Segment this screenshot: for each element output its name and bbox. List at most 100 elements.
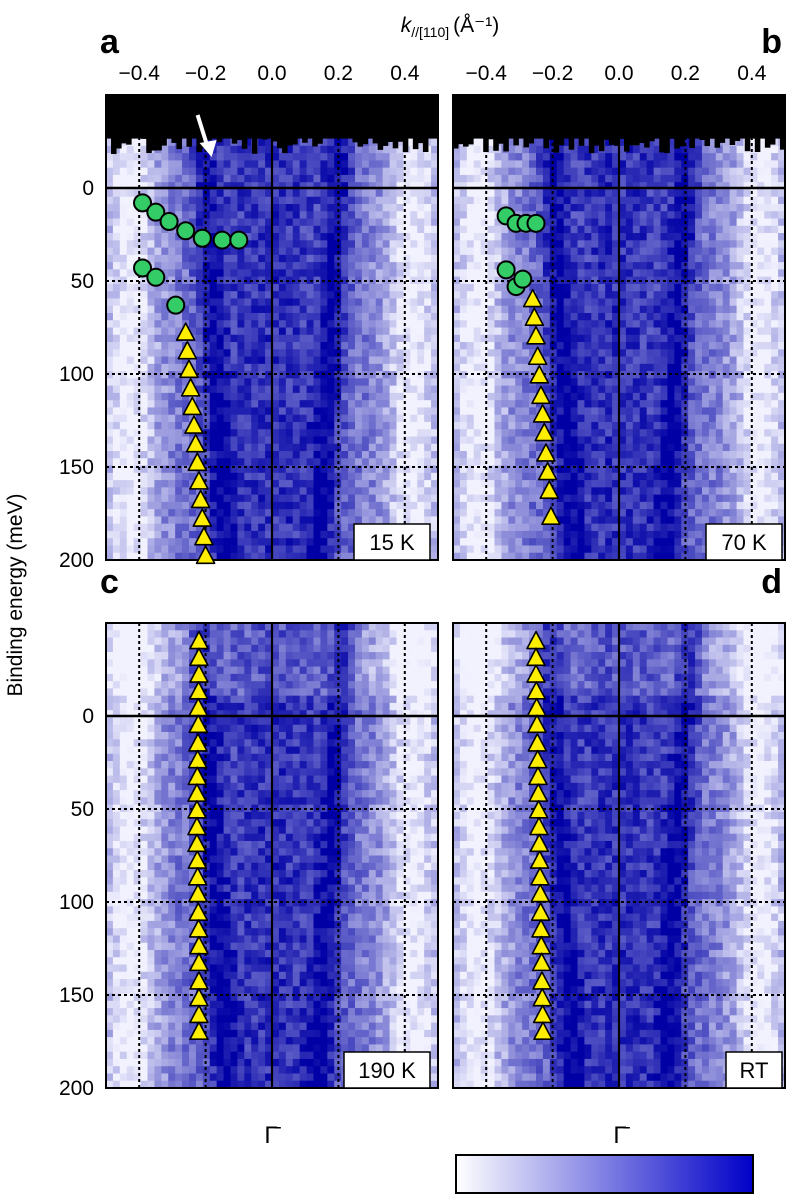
- data-point-triangle: [187, 452, 208, 472]
- y-tick-label: 50: [71, 798, 94, 821]
- x-axis-title-sub: //[110]: [411, 24, 449, 40]
- data-point-triangle: [533, 1021, 553, 1040]
- data-point-triangle: [194, 526, 214, 546]
- panel-d: d RT: [452, 563, 786, 1089]
- panel-letter-c: c: [100, 563, 119, 601]
- data-point-circle: [159, 211, 179, 231]
- data-point-triangle: [177, 340, 198, 360]
- gamma-label-right: Γ̄: [613, 1122, 630, 1149]
- temperature-label-d: RT: [725, 1051, 783, 1089]
- data-point-triangle: [529, 365, 550, 384]
- data-point-triangle: [184, 415, 204, 434]
- x-axis-title-main: k: [401, 14, 413, 37]
- panel-frame: [105, 622, 439, 1089]
- data-point-circle: [133, 258, 153, 278]
- x-tick-label: 0.2: [671, 62, 700, 85]
- saturation-band-b: [453, 95, 786, 154]
- temperature-label-b: 70 K: [705, 523, 783, 561]
- series-d-0: [526, 630, 553, 1040]
- data-point-circle: [513, 269, 533, 289]
- data-point-triangle: [526, 325, 546, 345]
- x-tick-label: −0.4: [118, 62, 160, 85]
- data-point-triangle: [182, 396, 203, 416]
- arrow-annotation: [195, 114, 217, 157]
- data-point-triangle: [189, 471, 209, 490]
- panel-a: a−0.4 −0.2 0.0 0.2 0.4 0 50 100 150 200 15 K: [59, 23, 439, 572]
- data-point-triangle: [537, 461, 558, 481]
- series-c-0: [187, 630, 209, 1040]
- y-tick-label: 0: [82, 705, 94, 728]
- gamma-label-left: Γ̄: [264, 1122, 281, 1149]
- data-point-triangle: [185, 433, 206, 453]
- panel-c: c 0 50 100 150 200 190 K: [59, 563, 439, 1100]
- temperature-label-a: 15 K: [353, 523, 431, 561]
- panel-letter-a: a: [100, 23, 120, 61]
- data-point-circle: [192, 228, 212, 248]
- x-tick-label: −0.2: [185, 62, 226, 85]
- x-tick-label: −0.2: [532, 62, 573, 85]
- y-tick-label: 100: [59, 363, 94, 386]
- data-point-circle: [146, 202, 166, 222]
- panel-letter-b: b: [761, 23, 782, 61]
- y-tick-label: 150: [59, 456, 94, 479]
- data-point-triangle: [195, 545, 216, 565]
- panel-frame: [452, 94, 786, 561]
- x-axis-title: k//[110] (Å⁻¹): [401, 14, 499, 40]
- data-point-circle: [496, 260, 516, 280]
- data-point-circle: [146, 267, 166, 287]
- series-b-1: [496, 260, 533, 297]
- data-point-triangle: [541, 506, 561, 526]
- x-tick-label: 0.0: [257, 62, 286, 85]
- series-a-1: [133, 258, 186, 315]
- data-point-triangle: [539, 480, 560, 499]
- data-point-triangle: [189, 952, 209, 972]
- data-point-circle: [212, 230, 232, 250]
- panel-letter-d: d: [761, 563, 782, 601]
- data-point-triangle: [524, 307, 545, 327]
- panel-frame: [105, 94, 439, 561]
- x-tick-label: −0.4: [465, 62, 507, 85]
- y-tick-label: 0: [82, 177, 94, 200]
- data-point-circle: [526, 213, 546, 233]
- data-point-triangle: [532, 404, 553, 423]
- x-tick-label: 0.2: [324, 62, 353, 85]
- data-point-circle: [176, 221, 196, 241]
- series-a-0: [133, 193, 249, 250]
- x-axis-title-unit: (Å⁻¹): [453, 14, 499, 37]
- y-axis-title: Binding energy (meV): [4, 493, 27, 696]
- data-point-triangle: [531, 952, 552, 972]
- data-point-triangle: [188, 883, 208, 903]
- data-point-triangle: [179, 359, 199, 379]
- data-point-triangle: [527, 346, 548, 366]
- data-point-triangle: [531, 385, 551, 405]
- data-point-triangle: [190, 489, 211, 509]
- y-tick-label: 200: [59, 1077, 94, 1100]
- series-b-2: [522, 288, 561, 526]
- y-tick-label: 200: [59, 549, 94, 572]
- temperature-label-c: 190 K: [343, 1051, 431, 1089]
- y-tick-label: 150: [59, 984, 94, 1007]
- series-a-2: [175, 322, 216, 565]
- y-tick-label: 100: [59, 891, 94, 914]
- data-point-triangle: [534, 422, 555, 442]
- panel-frame: [452, 622, 786, 1089]
- colorbar: [455, 1154, 754, 1194]
- data-point-triangle: [188, 714, 209, 734]
- data-point-circle: [133, 193, 153, 213]
- svg-text:15 K: 15 K: [369, 530, 415, 555]
- data-point-triangle: [180, 378, 201, 397]
- x-tick-label: 0.4: [390, 62, 420, 85]
- data-point-triangle: [189, 1021, 209, 1040]
- x-tick-label: 0.4: [737, 62, 767, 85]
- data-point-triangle: [530, 883, 551, 903]
- data-point-triangle: [175, 322, 196, 341]
- data-point-triangle: [527, 714, 547, 734]
- x-tick-label: 0.0: [604, 62, 633, 85]
- data-point-triangle: [536, 443, 556, 462]
- data-point-triangle: [522, 288, 543, 308]
- panel-b: b −0.4 −0.2 0.0 0.2 0.4 70 K: [452, 23, 786, 561]
- data-point-circle: [229, 230, 249, 250]
- series-b-0: [496, 206, 546, 233]
- data-point-triangle: [192, 508, 213, 527]
